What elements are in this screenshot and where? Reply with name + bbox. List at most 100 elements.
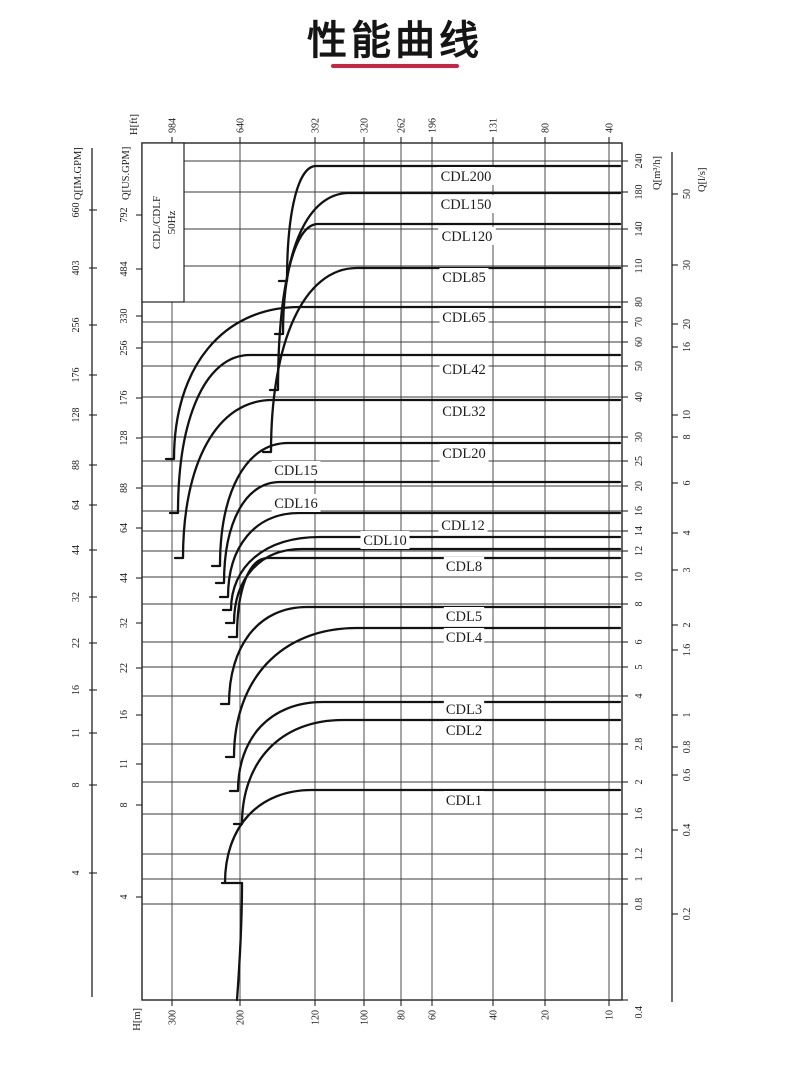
curve-label-backing <box>439 360 489 378</box>
tick-label: 1.2 <box>634 848 645 861</box>
tick-label: 4 <box>634 694 645 699</box>
tick-label: 660 <box>71 203 82 218</box>
tick-label: 80 <box>397 1010 408 1020</box>
tick-label: 320 <box>360 118 371 133</box>
tick-label: 16 <box>682 342 693 352</box>
tick-label: 392 <box>311 118 322 133</box>
tick-label: 20 <box>541 1010 552 1020</box>
tick-label: 12 <box>634 546 645 556</box>
curve-label-backing <box>443 700 485 718</box>
page-title: 性能曲线 <box>307 19 483 63</box>
curve-label-CDL4: CDL4 <box>446 630 483 646</box>
tick-label: 110 <box>634 259 645 274</box>
tick-label: 0.6 <box>682 769 693 782</box>
curve-label-CDL200: CDL200 <box>441 169 492 185</box>
tick-label: 176 <box>71 368 82 383</box>
tick-label: 4 <box>682 531 693 536</box>
curve-label-backing <box>443 791 485 809</box>
tick-label: 8 <box>119 803 130 808</box>
curve-label-CDL16: CDL16 <box>274 496 318 512</box>
tick-label: 40 <box>634 392 645 402</box>
tick-label: 2.8 <box>634 738 645 751</box>
tick-label: 30 <box>682 260 693 270</box>
tick-label: 0.8 <box>634 898 645 911</box>
tick-label: 196 <box>428 118 439 133</box>
tick-label: 10 <box>605 1010 616 1020</box>
tick-label: 140 <box>634 222 645 237</box>
family-label-box: CDL/CDLF 50Hz <box>141 142 185 303</box>
tick-label: 2 <box>634 780 645 785</box>
curve-label-backing <box>271 461 321 479</box>
curve-CDL1 <box>220 788 622 1002</box>
tick-label: 0.4 <box>634 1006 645 1019</box>
curve-label-CDL42: CDL42 <box>442 362 486 378</box>
curve-CDL42 <box>168 353 622 515</box>
tick-label: 16 <box>119 710 130 720</box>
tick-label: 200 <box>236 1010 247 1025</box>
tick-label: 11 <box>71 728 82 738</box>
curve-label-backing <box>271 494 321 512</box>
family-name-label: CDL/CDLF <box>151 196 163 249</box>
tick-label: 1.6 <box>634 808 645 821</box>
tick-label: 10 <box>682 410 693 420</box>
curve-label-backing <box>439 402 489 420</box>
tick-label: 22 <box>71 638 82 648</box>
tick-label: 6 <box>634 640 645 645</box>
axis-bottom: 300 200 120 100 80 60 40 20 10 H[m] <box>132 1008 616 1031</box>
family-frequency-label: 50Hz <box>166 210 178 234</box>
tick-label: 256 <box>119 341 130 356</box>
tick-label: 640 <box>236 118 247 133</box>
tick-label: 11 <box>119 759 130 769</box>
curve-label-CDL12: CDL12 <box>441 518 485 534</box>
tick-label: 792 <box>119 208 130 223</box>
tick-label: 80 <box>541 123 552 133</box>
curve-label-backing <box>443 557 485 575</box>
tick-label: 20 <box>682 319 693 329</box>
tick-label: 176 <box>119 391 130 406</box>
curve-label-CDL3: CDL3 <box>446 702 482 718</box>
curve-label-CDL10: CDL10 <box>363 533 407 549</box>
curve-label-CDL1: CDL1 <box>446 793 482 809</box>
axis-title-bottom: H[m] <box>132 1008 143 1031</box>
axis-top: 984 640 392 320 262 196 131 80 40 H[ft] <box>129 114 616 135</box>
tick-label: 32 <box>71 592 82 602</box>
tick-label: 120 <box>311 1010 322 1025</box>
curve-CDL16 <box>218 511 622 599</box>
tick-label: 262 <box>397 118 408 133</box>
curve-label-CDL2: CDL2 <box>446 723 482 739</box>
tick-label: 60 <box>634 337 645 347</box>
axis-title-usgpm: Q[US.GPM] <box>121 147 132 200</box>
tick-label: 403 <box>71 261 82 276</box>
tick-label: 40 <box>489 1010 500 1020</box>
curve-CDL2 <box>232 718 622 826</box>
plot-border <box>141 142 623 1001</box>
tick-label: 10 <box>634 572 645 582</box>
curve-CDL32 <box>173 398 622 560</box>
curve-label-CDL32: CDL32 <box>442 404 486 420</box>
tick-label: 64 <box>119 523 130 533</box>
curve-CDL85 <box>261 266 622 454</box>
curve-label-backing <box>360 531 410 549</box>
curve-CDL3 <box>228 700 622 793</box>
curve-CDL20 <box>210 441 622 568</box>
curve-label-backing <box>439 268 489 286</box>
tick-label: 8 <box>634 602 645 607</box>
tick-label: 0.4 <box>682 824 693 837</box>
pump-curves <box>164 164 622 1002</box>
tick-label: 50 <box>634 361 645 371</box>
tick-label: 60 <box>428 1010 439 1020</box>
title-underline-decoration <box>331 64 459 68</box>
tick-label: 16 <box>634 506 645 516</box>
curve-label-CDL150: CDL150 <box>441 197 492 213</box>
tick-label: 16 <box>71 685 82 695</box>
tick-label: 50 <box>682 189 693 199</box>
curve-CDL12 <box>221 535 622 612</box>
tick-label: 128 <box>71 408 82 423</box>
tick-label: 44 <box>119 573 130 583</box>
axis-left-imgpm: 660 403 256 176 128 88 64 44 32 22 16 11 8 4 Q[IM.GPM] <box>71 147 97 997</box>
curve-label-backing <box>437 195 495 213</box>
tick-label: 1 <box>634 877 645 882</box>
tick-label: 8 <box>682 435 693 440</box>
